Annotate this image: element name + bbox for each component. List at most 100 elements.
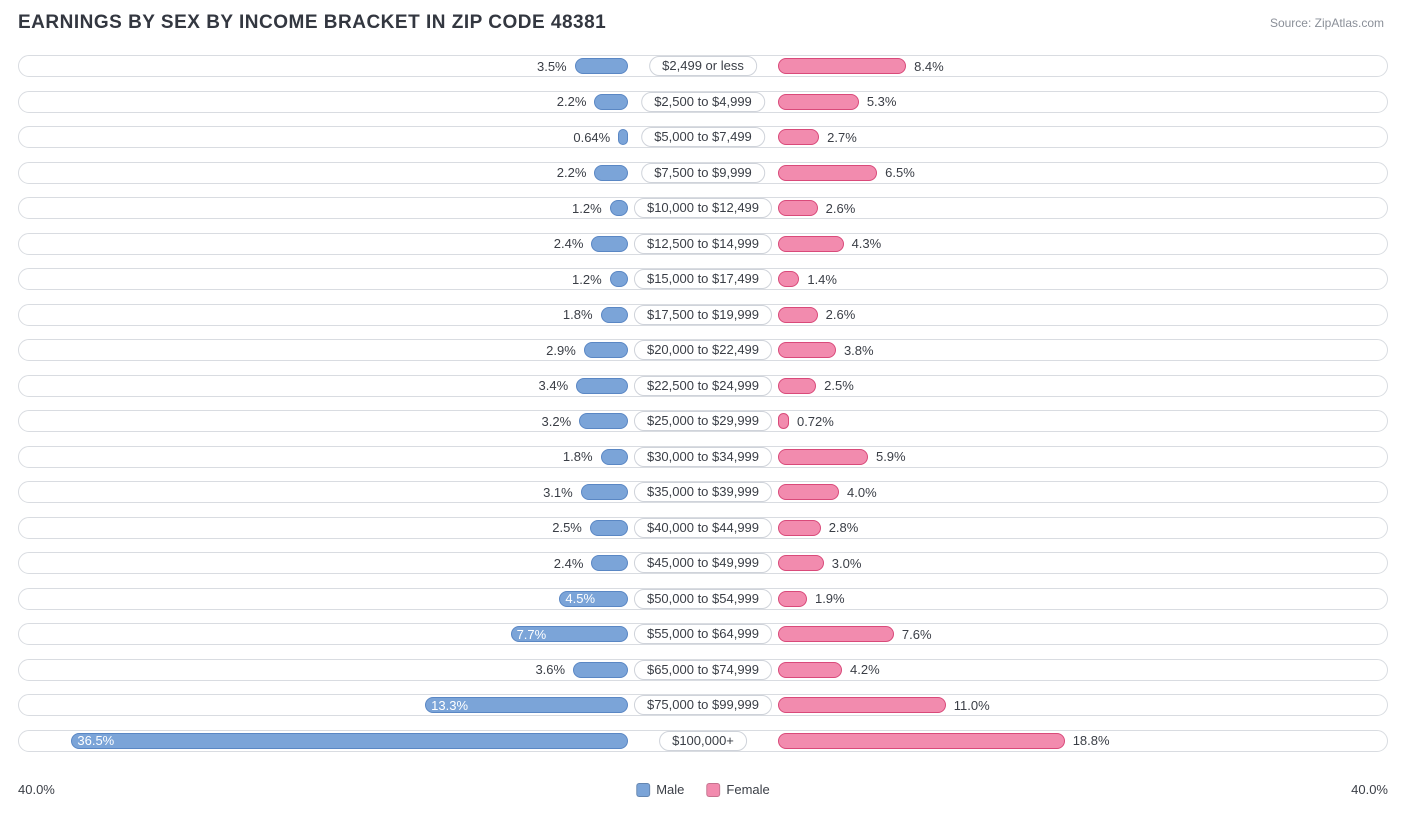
male-pct-label: 0.64% [560, 121, 610, 153]
chart-row: 2.5%2.8%$40,000 to $44,999 [18, 512, 1388, 544]
female-pct-label: 2.6% [826, 299, 856, 331]
male-bar [601, 449, 628, 465]
female-bar [778, 626, 894, 642]
male-pct-label: 1.2% [552, 192, 602, 224]
female-bar [778, 378, 816, 394]
male-pct-label: 3.2% [521, 405, 571, 437]
male-pct-label: 2.4% [533, 547, 583, 579]
female-bar [778, 520, 821, 536]
female-bar [778, 591, 807, 607]
bracket-label: $17,500 to $19,999 [634, 305, 772, 325]
female-bar [778, 733, 1065, 749]
female-bar [778, 484, 839, 500]
bracket-label: $5,000 to $7,499 [641, 127, 765, 147]
male-pct-label: 1.8% [543, 299, 593, 331]
male-bar [591, 236, 628, 252]
male-bar [610, 200, 628, 216]
chart-row: 2.2%6.5%$7,500 to $9,999 [18, 157, 1388, 189]
male-bar [573, 662, 628, 678]
male-swatch-icon [636, 783, 650, 797]
male-bar [594, 165, 628, 181]
female-pct-label: 11.0% [954, 689, 990, 721]
female-bar [778, 236, 844, 252]
axis-max-right: 40.0% [1351, 782, 1388, 797]
female-pct-label: 2.8% [829, 512, 859, 544]
male-bar [584, 342, 628, 358]
male-bar [601, 307, 628, 323]
male-pct-label: 1.2% [552, 263, 602, 295]
male-pct-label: 3.6% [515, 654, 565, 686]
axis-max-left: 40.0% [18, 782, 55, 797]
female-bar [778, 307, 818, 323]
bracket-label: $22,500 to $24,999 [634, 376, 772, 396]
bracket-label: $10,000 to $12,499 [634, 198, 772, 218]
chart-row: 4.5%1.9%$50,000 to $54,999 [18, 583, 1388, 615]
bracket-label: $25,000 to $29,999 [634, 411, 772, 431]
bracket-label: $50,000 to $54,999 [634, 589, 772, 609]
female-pct-label: 4.3% [852, 228, 882, 260]
female-bar [778, 697, 946, 713]
male-pct-label: 7.7% [517, 618, 547, 650]
female-pct-label: 4.2% [850, 654, 880, 686]
female-bar [778, 129, 819, 145]
male-pct-label: 36.5% [77, 725, 114, 757]
chart-row: 1.8% 2.6% $17,500 to $19,999 [18, 299, 1388, 331]
male-bar [575, 58, 628, 74]
male-pct-label: 4.5% [565, 583, 595, 615]
bracket-label: $2,499 or less [649, 56, 757, 76]
bracket-label: $30,000 to $34,999 [634, 447, 772, 467]
bracket-label: $100,000+ [659, 731, 747, 751]
female-bar [778, 662, 842, 678]
female-bar [778, 271, 799, 287]
male-pct-label: 13.3% [431, 689, 468, 721]
male-pct-label: 2.2% [536, 157, 586, 189]
chart-row: 3.4% 2.5% $22,500 to $24,999 [18, 370, 1388, 402]
male-bar [610, 271, 628, 287]
male-bar [618, 129, 628, 145]
male-pct-label: 3.5% [517, 50, 567, 82]
bracket-label: $55,000 to $64,999 [634, 624, 772, 644]
male-pct-label: 2.9% [526, 334, 576, 366]
female-bar [778, 555, 824, 571]
female-bar [778, 449, 868, 465]
female-pct-label: 2.5% [824, 370, 854, 402]
legend-female-label: Female [726, 782, 769, 797]
male-pct-label: 2.2% [536, 86, 586, 118]
female-pct-label: 3.8% [844, 334, 874, 366]
chart-row: 2.4%4.3%$12,500 to $14,999 [18, 228, 1388, 260]
female-pct-label: 5.3% [867, 86, 897, 118]
male-bar [581, 484, 628, 500]
source-attribution: Source: ZipAtlas.com [1270, 16, 1384, 30]
female-pct-label: 3.0% [832, 547, 862, 579]
chart-row: 1.2%1.4%$15,000 to $17,499 [18, 263, 1388, 295]
chart-row: 13.3% 11.0% $75,000 to $99,999 [18, 689, 1388, 721]
bracket-label: $75,000 to $99,999 [634, 695, 772, 715]
female-pct-label: 2.6% [826, 192, 856, 224]
female-pct-label: 2.7% [827, 121, 857, 153]
male-pct-label: 1.8% [543, 441, 593, 473]
chart-row: 1.8% 5.9% $30,000 to $34,999 [18, 441, 1388, 473]
female-pct-label: 5.9% [876, 441, 906, 473]
male-pct-label: 3.1% [523, 476, 573, 508]
male-bar [71, 733, 628, 749]
female-pct-label: 0.72% [797, 405, 834, 437]
female-swatch-icon [706, 783, 720, 797]
chart-row: 36.5%18.8%$100,000+ [18, 725, 1388, 757]
female-bar [778, 165, 877, 181]
male-pct-label: 3.4% [518, 370, 568, 402]
chart-row: 2.9%3.8%$20,000 to $22,499 [18, 334, 1388, 366]
bracket-label: $35,000 to $39,999 [634, 482, 772, 502]
female-pct-label: 6.5% [885, 157, 915, 189]
female-pct-label: 8.4% [914, 50, 944, 82]
male-bar [576, 378, 628, 394]
legend: Male Female [636, 782, 770, 797]
female-bar [778, 94, 859, 110]
male-pct-label: 2.4% [533, 228, 583, 260]
chart-row: 3.1%4.0%$35,000 to $39,999 [18, 476, 1388, 508]
female-bar [778, 200, 818, 216]
legend-male: Male [636, 782, 684, 797]
male-bar [579, 413, 628, 429]
bracket-label: $2,500 to $4,999 [641, 92, 765, 112]
chart-row: 2.4%3.0%$45,000 to $49,999 [18, 547, 1388, 579]
chart-area: 3.5% 8.4% $2,499 or less 2.2% 5.3% $2,500 to … [18, 50, 1388, 765]
